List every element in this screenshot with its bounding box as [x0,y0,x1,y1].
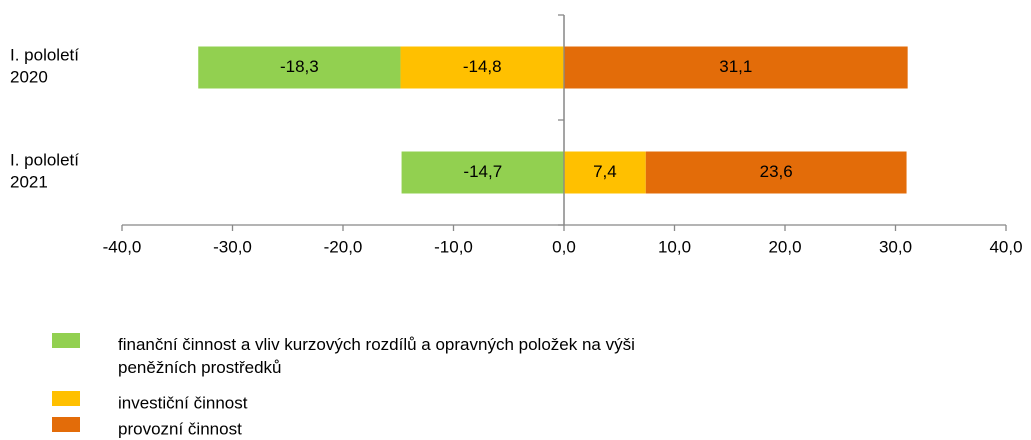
bar [645,151,907,194]
x-tick-label: 30,0 [879,237,912,256]
x-tick-label: -10,0 [434,237,473,256]
y-tick-label: I. pololetí 2021 [10,151,79,192]
x-tick-label: -30,0 [213,237,252,256]
x-tick-label: -20,0 [324,237,363,256]
bar-label: 7,4 [593,162,617,181]
legend-label: investiční činnost [118,393,248,412]
bar [564,151,646,194]
legend-swatch [52,391,80,406]
bar [400,46,564,89]
y-tick-label: I. pololetí 2020 [10,46,79,87]
bar [198,46,401,89]
x-tick-label: 20,0 [768,237,801,256]
x-tick-label: 0,0 [552,237,576,256]
bar-label: 23,6 [760,162,793,181]
bar [401,151,564,194]
x-tick-label: -40,0 [103,237,142,256]
bar-label: -14,8 [463,57,502,76]
legend-swatch [52,333,80,348]
legend-label: provozní činnost [118,419,242,438]
x-tick-label: 10,0 [658,237,691,256]
x-tick-label: 40,0 [989,237,1022,256]
bar-label: -14,7 [463,162,502,181]
legend-swatch [52,417,80,432]
bar-label: -18,3 [280,57,319,76]
bar-label: 31,1 [719,57,752,76]
bar [564,46,908,89]
legend-label: finanční činnost a vliv kurzových rozdíl… [118,335,635,377]
